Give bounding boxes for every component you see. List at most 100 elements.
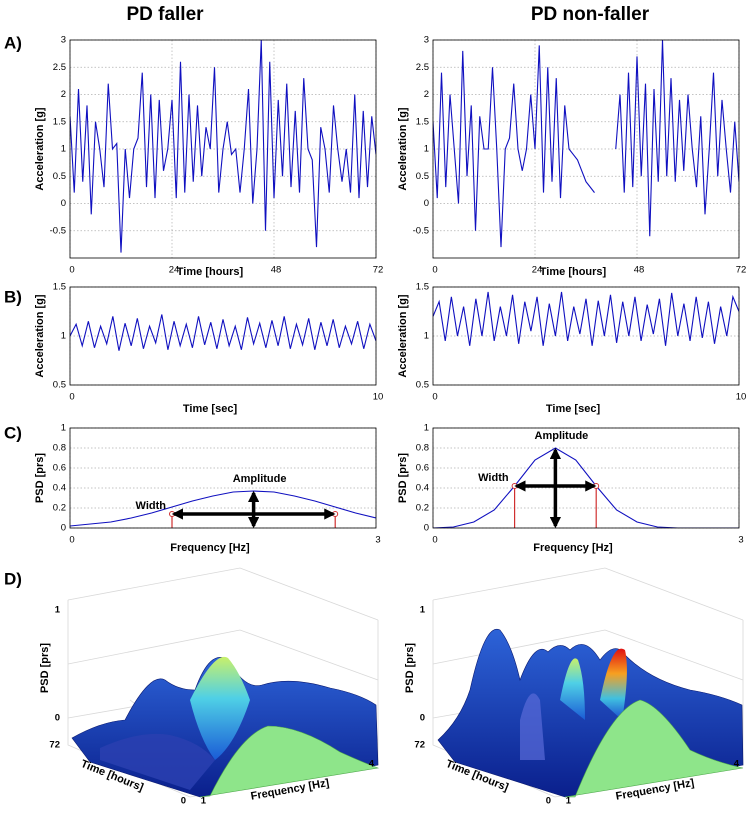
data-line [70,40,376,253]
x-axis-label: Time [sec] [183,403,238,415]
tick-label: 1 [420,605,426,616]
y-axis-label: Acceleration [g] [397,107,409,190]
tick-label: 72 [49,740,60,751]
x-axis-label: Time [hours] [177,266,244,278]
y-tick-label: 0.5 [53,171,66,182]
y-axis-label: Acceleration [g] [34,107,46,190]
plot-frame [432,286,740,386]
y-tick-label: 0.5 [416,380,429,391]
x-tick-label: 24 [169,265,180,276]
tick-label: 1 [566,796,572,807]
z-axis-label: PSD [prs] [404,643,416,693]
data-line [433,447,739,528]
y-axis-label: Acceleration [g] [397,294,409,377]
tick-label: 4 [369,759,375,770]
tick-label: 1 [55,605,61,616]
annotation: Amplitude [535,430,589,442]
x-axis-label: Frequency [Hz] [533,542,613,554]
surface-plot [67,567,380,798]
data-line [70,490,376,527]
data-line [70,314,376,351]
column-title: PD non-faller [531,4,650,25]
x-tick-label: 72 [736,265,747,276]
plot-area [433,287,739,385]
annotation: Width [478,472,509,484]
width-marker [511,483,518,489]
x-tick-label: 24 [532,265,543,276]
x-tick-label: 0 [69,265,74,276]
plot-frame [432,427,740,529]
y-tick-label: 0.8 [53,443,66,454]
y-tick-label: 1 [424,144,429,155]
column-title: PD faller [126,4,204,25]
y-tick-label: 1 [424,423,429,434]
line-chart: 0.5 1 1.5 0 10 Time [sec] Acceleration [g] [34,282,383,415]
y-tick-label: 0 [61,198,66,209]
y-tick-label: -0.5 [413,225,429,236]
y-tick-label: 0.5 [416,171,429,182]
y-tick-label: 2.5 [53,62,66,73]
y-tick-label: 1 [61,144,66,155]
y-tick-label: 0 [424,198,429,209]
x-axis-label: Time [hours] [540,266,607,278]
plot-frame [432,39,740,259]
x-axis-label: Frequency [Hz] [170,542,250,554]
y-tick-label: 0.2 [53,503,66,514]
data-line [433,40,739,248]
panel-label: B) [4,287,22,306]
plot-area [433,428,739,528]
y-axis-label: PSD [prs] [34,453,46,503]
y-tick-label: 0 [61,523,66,534]
y-tick-label: -0.5 [50,225,66,236]
tick-label: 4 [734,759,740,770]
plot-frame [69,427,377,529]
y-tick-label: 1.5 [416,116,429,127]
z-axis-label: PSD [prs] [39,643,51,693]
tick-label: 0 [420,713,425,724]
width-marker [332,511,339,517]
tick-label: 0 [546,796,551,807]
data-line [433,291,739,346]
x-tick-label: 48 [634,265,645,276]
line-chart: -0.5 0 0.5 1 1.5 2 2.5 3 0 24 48 72 Time [hours] Acce… [397,35,746,278]
x-tick-label: 0 [432,535,437,546]
x-tick-label: 48 [271,265,282,276]
tick-label: 72 [414,740,425,751]
width-marker [169,511,175,517]
plot-frame [69,286,377,386]
y-tick-label: 0.4 [416,483,429,494]
y-tick-label: 0.6 [53,463,66,474]
y-tick-label: 1.5 [53,116,66,127]
panel-label: D) [4,569,22,588]
panel-label: A) [4,33,22,52]
x-tick-label: 72 [373,265,384,276]
y-tick-label: 0.6 [416,463,429,474]
y-tick-label: 2 [424,89,429,100]
y-tick-label: 1 [61,423,66,434]
line-chart: 0 0.2 0.4 0.6 0.8 1 0 3 Frequency [Hz] PSD [prs] A… [397,423,744,554]
x-tick-label: 0 [432,392,437,403]
tick-label: 0 [55,713,60,724]
y-tick-label: 1 [424,331,429,342]
line-chart: 0 0.2 0.4 0.6 0.8 1 0 3 Frequency [Hz] PSD [prs] A… [34,423,381,554]
tick-label: 0 [181,796,186,807]
x-tick-label: 3 [375,535,380,546]
panel-label: C) [4,423,22,442]
x-tick-label: 0 [69,535,74,546]
x-tick-label: 0 [432,265,437,276]
x-tick-label: 10 [736,392,747,403]
y-tick-label: 1.5 [416,282,429,293]
y-tick-label: 3 [61,35,66,46]
y-tick-label: 0.4 [53,483,66,494]
width-marker [593,483,600,489]
line-chart: 0.5 1 1.5 0 10 Time [sec] Acceleration [g] [397,282,746,415]
x-tick-label: 0 [69,392,74,403]
line-chart: -0.5 0 0.5 1 1.5 2 2.5 3 0 24 48 72 Time [hours] Acce… [34,35,383,278]
x-tick-label: 3 [738,535,743,546]
y-axis-label: Acceleration [g] [34,294,46,377]
x-tick-label: 10 [373,392,384,403]
y-tick-label: 2.5 [416,62,429,73]
x-axis-label: Time [sec] [546,403,601,415]
tick-label: 1 [201,796,207,807]
y-tick-label: 0 [424,523,429,534]
